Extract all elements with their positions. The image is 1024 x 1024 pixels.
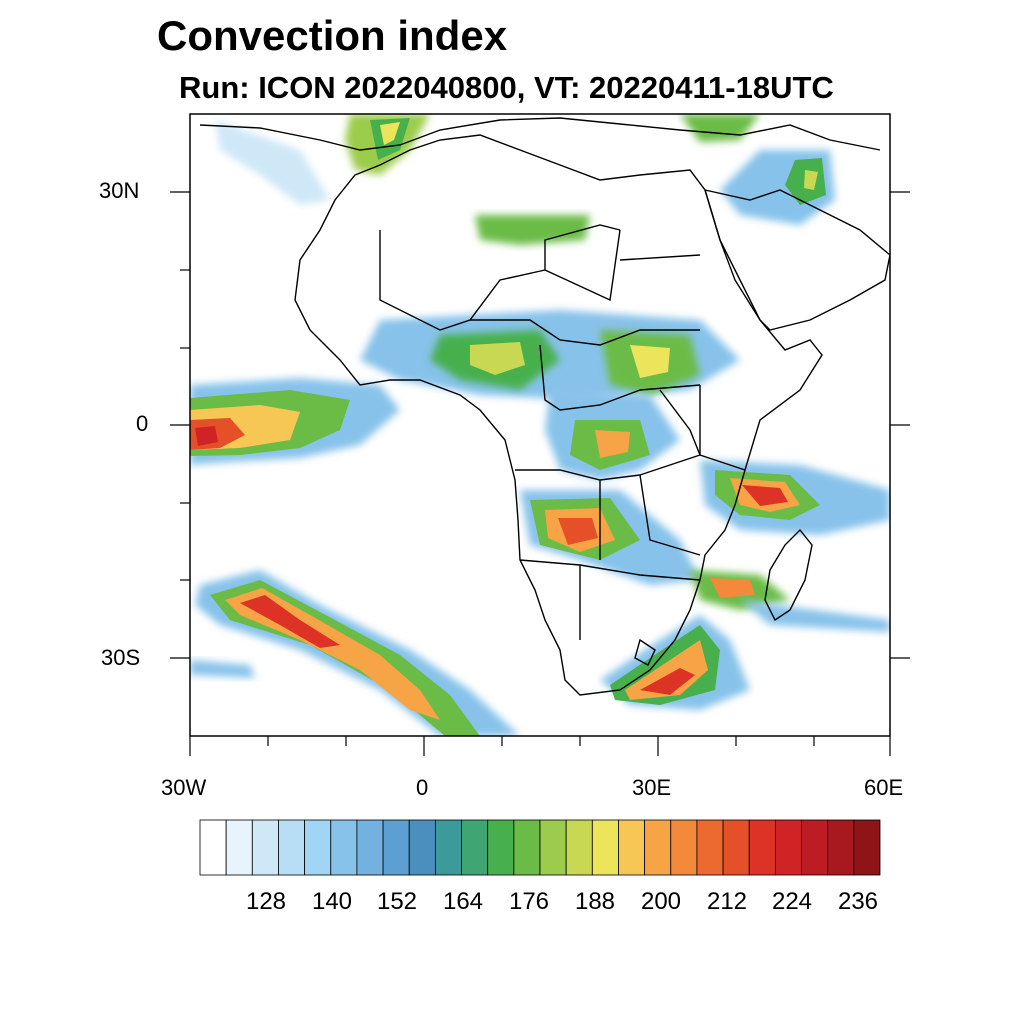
colorbar-swatch [199, 819, 227, 876]
colorbar-label: 212 [706, 888, 748, 915]
colorbar-swatch [513, 819, 541, 876]
convection-cell-south-africa [600, 615, 750, 710]
convection-cell-angola [520, 490, 700, 585]
lat-label-30s: 30S [101, 645, 141, 670]
convection-field [190, 114, 890, 736]
colorbar-swatch [644, 819, 672, 876]
colorbar-label: 188 [574, 888, 616, 915]
convection-streak-sw-atlantic [190, 660, 255, 678]
colorbar-swatch [722, 819, 750, 876]
colorbar-label: 176 [508, 888, 550, 915]
colorbar [199, 819, 881, 876]
convection-streak-sw-indian [740, 600, 890, 632]
colorbar-swatch [434, 819, 462, 876]
colorbar-swatch [408, 819, 436, 876]
convection-cell-eastmed [680, 114, 760, 142]
convection-cell-arabia [720, 150, 835, 225]
axis-ticks [170, 191, 910, 756]
chart-subtitle: Run: ICON 2022040800, VT: 20220411-18UTC [179, 70, 834, 105]
colorbar-swatch [774, 819, 802, 876]
colorbar-label: 224 [771, 888, 813, 915]
colorbar-swatch [251, 819, 279, 876]
colorbar-swatch [696, 819, 724, 876]
lat-label-30n: 30N [99, 178, 140, 203]
lon-label-30e: 30E [632, 775, 672, 800]
convection-cell-equatorial-atlantic [190, 378, 400, 465]
chart-title: Convection index [157, 12, 508, 59]
europe-coastline [199, 117, 881, 151]
lon-label-0: 0 [416, 775, 429, 800]
colorbar-swatch [670, 819, 698, 876]
convection-band-south-atlantic [195, 570, 520, 736]
colorbar-swatch [461, 819, 489, 876]
convection-cell-indian-ocean [700, 460, 890, 535]
convection-cell-north-atlantic [215, 120, 330, 205]
colorbar-label: 164 [442, 888, 484, 915]
colorbar-swatch [565, 819, 593, 876]
colorbar-swatch [801, 819, 829, 876]
colorbar-label: 128 [245, 888, 287, 915]
colorbar-swatch [487, 819, 515, 876]
convection-cell-libya [475, 215, 590, 245]
convection-cell-sahel [360, 310, 740, 400]
colorbar-swatch [304, 819, 332, 876]
colorbar-swatch [827, 819, 855, 876]
colorbar-swatch [748, 819, 776, 876]
lon-label-60e: 60E [864, 775, 904, 800]
lat-label-0: 0 [136, 411, 149, 436]
colorbar-swatch [278, 819, 306, 876]
colorbar-label: 152 [376, 888, 418, 915]
arabia-coastline [703, 189, 890, 331]
colorbar-swatch [853, 819, 881, 876]
colorbar-swatch [225, 819, 253, 876]
lon-label-30w: 30W [161, 775, 207, 800]
colorbar-swatch [330, 819, 358, 876]
convection-cell-mediterranean [345, 114, 430, 175]
colorbar-swatch [356, 819, 384, 876]
colorbar-swatch [382, 819, 410, 876]
colorbar-swatch [539, 819, 567, 876]
colorbar-label: 200 [640, 888, 682, 915]
convection-cell-congo [545, 390, 680, 480]
madagascar-coastline [764, 528, 813, 622]
coastlines-borders [199, 117, 890, 696]
colorbar-swatch [618, 819, 646, 876]
convection-core-mozambique [710, 578, 755, 598]
colorbar-swatch [591, 819, 619, 876]
colorbar-label: 236 [837, 888, 879, 915]
colorbar-label: 140 [311, 888, 353, 915]
africa-coastline [294, 134, 823, 696]
